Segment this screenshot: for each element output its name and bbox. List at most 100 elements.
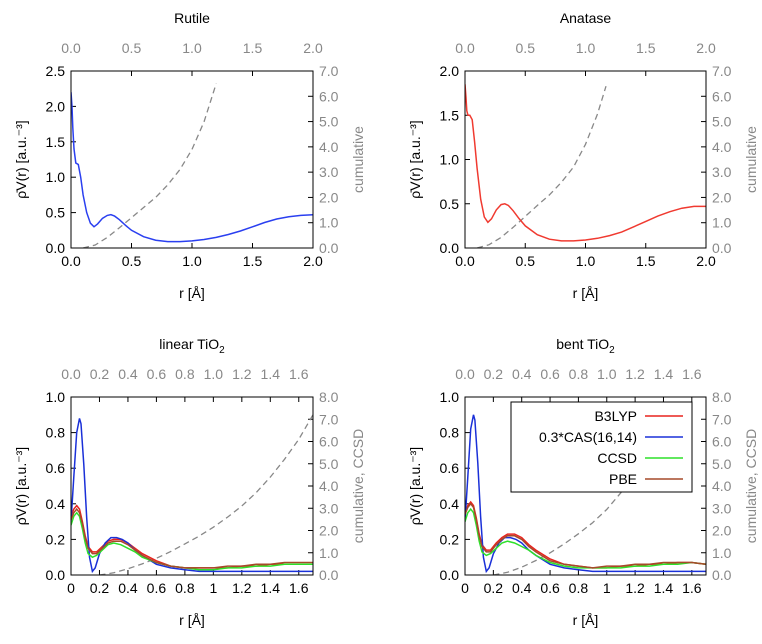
panel-title: Anatase	[560, 10, 612, 26]
series-line-b3lyp-rutile	[71, 92, 313, 243]
y-axis-label: ρ̄V(r) [a.u.⁻³]	[407, 120, 423, 198]
x2-tick-label: 1.0	[182, 40, 202, 56]
x-tick-label: 0.4	[512, 580, 532, 596]
y2-tick-label: 7.0	[319, 63, 339, 79]
series-line-b3lyp	[71, 504, 313, 569]
x-tick-label: 1.4	[654, 580, 674, 596]
y-tick-label: 2.0	[440, 63, 460, 79]
x-tick-label: 1	[603, 580, 611, 596]
x-tick-label: 0.5	[516, 253, 536, 269]
x2-tick-label: 1.0	[576, 40, 596, 56]
panel-1: Rutile0.00.00.50.51.01.01.51.52.02.00.00…	[13, 10, 366, 301]
legend-label: PBE	[609, 471, 637, 487]
y2-tick-label: 0.0	[712, 240, 732, 256]
legend-label: 0.3*CAS(16,14)	[539, 429, 637, 445]
y-tick-label: 0.6	[46, 460, 66, 476]
y-axis-label: ρ̄V(r) [a.u.⁻³]	[13, 120, 29, 198]
y-axis-label: ρ̄V(r) [a.u.⁻³]	[407, 447, 423, 525]
x-tick-label: 1.0	[182, 253, 202, 269]
y-tick-label: 1.0	[46, 389, 66, 405]
y2-tick-label: 8.0	[712, 389, 732, 405]
panel-2: Anatase0.00.00.50.51.01.01.51.52.02.00.0…	[407, 10, 759, 301]
series-line-pbe	[465, 502, 706, 569]
x2-tick-label: 0.2	[484, 366, 504, 382]
y-tick-label: 0.0	[440, 240, 460, 256]
series-line-b3lyp-anatase	[465, 84, 706, 242]
y2-tick-label: 5.0	[712, 114, 732, 130]
x-tick-label: 0.4	[118, 580, 138, 596]
x-tick-label: 0.0	[61, 253, 81, 269]
y2-tick-label: 8.0	[319, 389, 339, 405]
y-tick-label: 0.2	[46, 531, 66, 547]
y2-tick-label: 6.0	[712, 88, 732, 104]
x2-tick-label: 0.0	[455, 366, 475, 382]
y2-tick-label: 1.0	[319, 545, 339, 561]
y2-tick-label: 0.0	[319, 240, 339, 256]
x2-tick-label: 0.2	[90, 366, 110, 382]
y-tick-label: 1.5	[46, 134, 66, 150]
y2-tick-label: 4.0	[319, 139, 339, 155]
y2-tick-label: 3.0	[712, 164, 732, 180]
y-tick-label: 0.4	[46, 496, 66, 512]
y-tick-label: 1.0	[440, 152, 460, 168]
y2-axis-label: cumulative, CCSD	[350, 429, 366, 543]
y-tick-label: 1.5	[440, 107, 460, 123]
y2-tick-label: 3.0	[319, 500, 339, 516]
x2-tick-label: 0.4	[118, 366, 138, 382]
series-line-0-3-cas-16-14-	[71, 418, 313, 574]
y2-tick-label: 5.0	[319, 456, 339, 472]
x2-tick-label: 0.0	[455, 40, 475, 56]
x2-tick-label: 1.6	[682, 366, 702, 382]
x2-tick-label: 1.2	[232, 366, 252, 382]
y-tick-label: 0.6	[440, 460, 460, 476]
plot-frame	[70, 70, 314, 249]
x-tick-label: 1.5	[243, 253, 263, 269]
x-axis-label: r [Å]	[573, 285, 599, 301]
x-tick-label: 0.0	[455, 253, 475, 269]
x-tick-label: 1.2	[625, 580, 645, 596]
y2-tick-label: 2.0	[319, 189, 339, 205]
y2-tick-label: 0.0	[712, 567, 732, 583]
y2-tick-label: 6.0	[712, 434, 732, 450]
x-tick-label: 2.0	[696, 253, 716, 269]
y2-axis-label: cumulative	[350, 126, 366, 193]
series-line-0-3-cas-16-14-	[465, 414, 706, 574]
x-tick-label: 0.6	[540, 580, 560, 596]
x2-tick-label: 0.6	[147, 366, 167, 382]
y2-tick-label: 2.0	[712, 189, 732, 205]
y2-tick-label: 3.0	[712, 500, 732, 516]
panel-4: bent TiO200.00.20.20.40.40.60.60.80.811.…	[407, 336, 759, 628]
x-tick-label: 0.2	[484, 580, 504, 596]
x2-tick-label: 2.0	[696, 40, 716, 56]
y-axis-label: ρ̄V(r) [a.u.⁻³]	[13, 447, 29, 525]
x-tick-label: 2.0	[303, 253, 323, 269]
x-tick-label: 1	[209, 580, 217, 596]
y2-tick-label: 7.0	[319, 411, 339, 427]
x2-tick-label: 0.4	[512, 366, 532, 382]
y-tick-label: 1.0	[440, 389, 460, 405]
y2-tick-label: 6.0	[319, 88, 339, 104]
series-line-ccsd	[465, 507, 706, 569]
panel-title: bent TiO2	[556, 336, 615, 356]
x-tick-label: 0.6	[147, 580, 167, 596]
y2-tick-label: 4.0	[319, 478, 339, 494]
panel-title: linear TiO2	[159, 336, 225, 356]
legend-label: CCSD	[597, 450, 637, 466]
panel-3: linear TiO200.00.20.20.40.40.60.60.80.81…	[13, 336, 366, 628]
legend-label: B3LYP	[594, 408, 637, 424]
y-tick-label: 0.5	[46, 205, 66, 221]
y-tick-label: 1.0	[46, 169, 66, 185]
y2-tick-label: 7.0	[712, 411, 732, 427]
x2-tick-label: 1.0	[204, 366, 224, 382]
y-tick-label: 0.4	[440, 496, 460, 512]
cumulative-line	[99, 414, 313, 575]
y2-tick-label: 1.0	[712, 545, 732, 561]
y-tick-label: 2.0	[46, 98, 66, 114]
series-line-b3lyp	[465, 500, 706, 569]
x-tick-label: 0.2	[90, 580, 110, 596]
x2-tick-label: 1.6	[289, 366, 309, 382]
x2-tick-label: 1.2	[625, 366, 645, 382]
y-tick-label: 0.2	[440, 531, 460, 547]
y2-tick-label: 6.0	[319, 434, 339, 450]
